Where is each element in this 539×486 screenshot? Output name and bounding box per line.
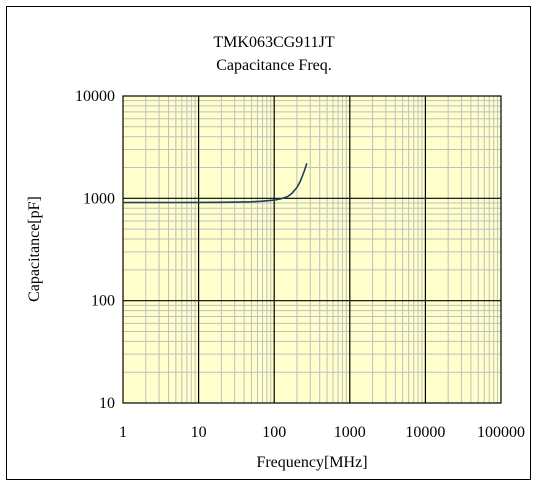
chart-frame: TMK063CG911JT Capacitance Freq. 1 10 100 10… xyxy=(6,6,531,480)
chart-subtitle: Capacitance Freq. xyxy=(216,57,332,74)
major-grid xyxy=(123,96,501,403)
x-tick-label: 10000 xyxy=(405,424,445,441)
y-tick-label: 1000 xyxy=(83,190,115,207)
x-axis-label: Frequency[MHz] xyxy=(256,454,367,471)
y-tick-label: 10000 xyxy=(75,88,115,105)
plot-border xyxy=(122,95,502,404)
x-tick-label: 1 xyxy=(119,424,127,441)
capacitance-series-line xyxy=(123,163,308,204)
x-tick-label: 1000 xyxy=(334,424,366,441)
x-tick-labels: 1 10 100 1000 10000 100000 xyxy=(119,424,525,441)
x-tick-label: 100000 xyxy=(477,424,525,441)
y-axis-label: Capacitance[pF] xyxy=(26,196,43,302)
y-tick-labels: 10 100 1000 10000 xyxy=(75,88,115,412)
x-tick-label: 100 xyxy=(262,424,286,441)
y-tick-label: 100 xyxy=(91,293,115,310)
x-tick-label: 10 xyxy=(191,424,207,441)
minor-grid xyxy=(123,96,501,403)
y-tick-label: 10 xyxy=(99,395,115,412)
plot-area xyxy=(123,96,501,403)
chart-title: TMK063CG911JT xyxy=(213,34,334,51)
capacitance-frequency-chart: TMK063CG911JT Capacitance Freq. 1 10 100 10… xyxy=(26,34,525,471)
series-layer xyxy=(123,163,308,204)
